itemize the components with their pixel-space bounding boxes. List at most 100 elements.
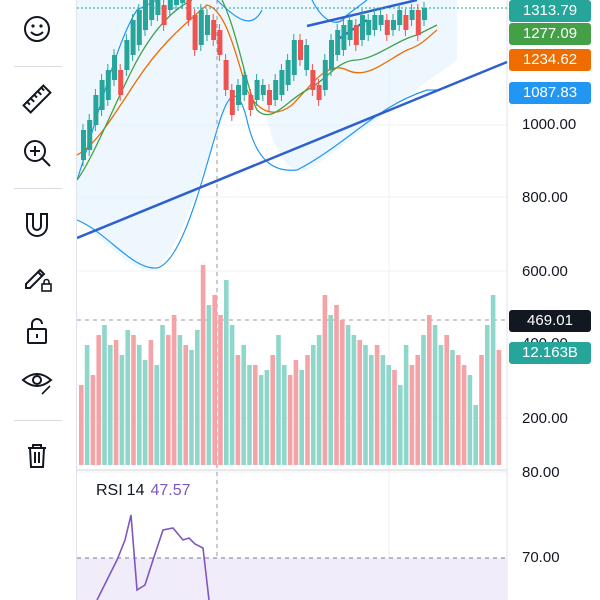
candle-body (112, 55, 117, 80)
volume-bar (386, 365, 391, 465)
volume-bar (421, 335, 426, 465)
volume-bar (287, 375, 293, 465)
volume-bar (212, 295, 217, 465)
candle-body (267, 90, 272, 105)
volume-bar (403, 345, 409, 465)
candle-body (260, 85, 266, 95)
rsi-period: 14 (126, 482, 145, 499)
candle-body (130, 20, 136, 55)
volume-tag: 12.163B (509, 342, 591, 364)
trash-icon[interactable] (14, 432, 60, 478)
volume-bar (241, 345, 246, 465)
price-chart[interactable] (77, 0, 600, 600)
candle-body (93, 95, 99, 125)
candle-body (205, 15, 210, 35)
volume-bar (438, 345, 444, 465)
candle-body (124, 40, 130, 70)
candle-body (236, 85, 241, 105)
candle-body (198, 10, 204, 45)
volume-bar (229, 325, 235, 465)
drawing-toolbar (0, 0, 77, 600)
volume-bar (444, 335, 449, 465)
candle-body (422, 8, 427, 20)
volume-bar (363, 345, 368, 465)
volume-bar (392, 370, 397, 465)
volume-bar (125, 330, 130, 465)
candle-body (298, 40, 303, 60)
candle-body (174, 0, 179, 5)
volume-bar (299, 370, 304, 465)
candle-body (149, 0, 155, 20)
candle-body (360, 15, 365, 40)
candle-body (273, 80, 279, 100)
candle-body (366, 20, 372, 35)
ma-green-tag: 1277.09 (509, 23, 591, 45)
zoom-in-icon[interactable] (14, 130, 60, 176)
volume-bar (415, 355, 420, 465)
volume-bar (456, 355, 461, 465)
volume-bar (293, 360, 299, 465)
candle-body (248, 95, 254, 110)
volume-bar (224, 280, 229, 465)
candle-body (378, 15, 384, 25)
candle-body (192, 15, 198, 50)
volume-bar (183, 345, 188, 465)
candle-body (229, 90, 235, 115)
candle-body (341, 25, 347, 50)
candle-body (384, 20, 390, 35)
volume-bar (427, 315, 432, 465)
candle-body (242, 75, 248, 95)
volume-bar (177, 335, 183, 465)
volume-bar (90, 375, 96, 465)
candle-body (180, 0, 186, 3)
volume-bar (137, 345, 142, 465)
candle-body (143, 0, 148, 30)
rsi-legend[interactable]: RSI 14 47.57 (96, 482, 191, 500)
volume-bar (84, 345, 90, 465)
volume-bar (328, 315, 333, 465)
volume-bar (160, 325, 165, 465)
volume-bar (195, 330, 200, 465)
magnet-icon[interactable] (14, 202, 60, 248)
volume-bar (305, 355, 310, 465)
volume-bar (253, 365, 258, 465)
volume-bar (496, 350, 502, 465)
volume-bar (357, 340, 362, 465)
volume-bar (322, 295, 328, 465)
volume-bar (380, 355, 386, 465)
bollinger-lower-tag: 1087.83 (509, 82, 591, 104)
volume-bar (79, 385, 84, 465)
eye-icon[interactable] (14, 358, 60, 404)
volume-bar (340, 320, 345, 465)
candle-body (310, 70, 316, 90)
volume-bar (235, 355, 241, 465)
smiley-icon[interactable] (14, 6, 60, 52)
volume-bar (171, 315, 177, 465)
rsi-axis-label: 70.00 (522, 549, 560, 566)
volume-bar (473, 405, 478, 465)
candle-body (81, 130, 86, 160)
volume-bar (479, 355, 484, 465)
volume-bar (490, 295, 496, 465)
volume-bar (166, 335, 171, 465)
volume-bar (189, 350, 194, 465)
candle-body (335, 30, 341, 55)
candle-body (316, 85, 322, 100)
volume-bar (200, 265, 206, 465)
candle-body (304, 45, 310, 70)
candle-body (161, 5, 167, 25)
candle-body (136, 10, 142, 45)
rsi-value: 47.57 (150, 482, 191, 499)
candle-body (254, 80, 260, 100)
candle-body (409, 10, 415, 20)
candle-body (223, 60, 229, 90)
volume-bar (264, 370, 270, 465)
volume-bar (311, 345, 316, 465)
volume-bar (102, 325, 107, 465)
ruler-icon[interactable] (14, 76, 60, 122)
pencil-lock-icon[interactable] (14, 254, 60, 300)
unlock-icon[interactable] (14, 308, 60, 354)
candle-body (329, 40, 334, 70)
volume-bar (247, 365, 252, 465)
volume-bar (334, 305, 339, 465)
